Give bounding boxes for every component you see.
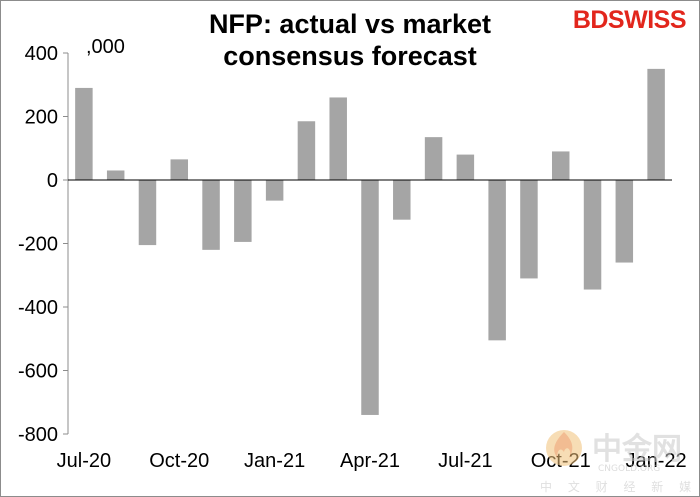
bar-sep-21 bbox=[520, 180, 538, 279]
flame-logo-icon bbox=[546, 430, 582, 466]
cngold-watermark: 中金网 CNGOLD.ORG 中 文 财 经 新 媒 体 bbox=[540, 420, 700, 494]
watermark-logo-text: 中金网 bbox=[592, 432, 682, 467]
bar-jul-21 bbox=[456, 154, 475, 180]
bar-feb-21 bbox=[297, 121, 316, 180]
bar-nov-21 bbox=[583, 180, 602, 290]
x-tick-label: Jan-21 bbox=[244, 450, 305, 472]
bar-aug-20 bbox=[106, 170, 125, 180]
bars bbox=[75, 68, 665, 415]
bar-oct-20 bbox=[170, 159, 189, 180]
bdswiss-logo: BDSWISS bbox=[572, 6, 687, 35]
x-tick-label: Jan-22 bbox=[626, 450, 687, 472]
bar-jul-20 bbox=[75, 87, 93, 180]
bar-dec-20 bbox=[234, 180, 252, 242]
watermark-sub-text: CNGOLD.ORG bbox=[598, 464, 661, 474]
y-tick-label: -200 bbox=[18, 234, 58, 256]
x-tick-label: Oct-20 bbox=[149, 450, 209, 472]
y-tick-label: 0 bbox=[47, 170, 58, 192]
watermark-caption: 中 文 财 经 新 媒 体 bbox=[540, 480, 700, 494]
brand-part-bd: BD bbox=[572, 6, 609, 34]
bar-apr-21 bbox=[361, 180, 379, 415]
x-tick-label: Jul-20 bbox=[57, 450, 111, 472]
bar-oct-21 bbox=[551, 151, 570, 180]
bar-nov-20 bbox=[202, 180, 220, 250]
y-tick-label: -600 bbox=[18, 361, 58, 383]
x-tick-label: Apr-21 bbox=[340, 450, 400, 472]
brand-part-swiss: SWISS bbox=[607, 6, 687, 34]
bar-sep-20 bbox=[138, 180, 157, 246]
y-tick-label: -400 bbox=[18, 297, 58, 319]
bar-dec-21 bbox=[615, 180, 634, 263]
y-tick-label: 400 bbox=[25, 43, 58, 65]
x-tick-label: Jul-21 bbox=[438, 450, 492, 472]
y-axis: -800 -600 -400 -200 0 200 400 bbox=[18, 43, 69, 446]
chart-title: NFP: actual vs market consensus forecast bbox=[208, 9, 492, 71]
unit-label: ,000 bbox=[86, 36, 125, 58]
bar-jun-21 bbox=[424, 137, 443, 180]
bar-mar-21 bbox=[329, 97, 347, 180]
bar-may-21 bbox=[393, 180, 411, 220]
bar-aug-21 bbox=[488, 180, 506, 341]
bar-jan-22 bbox=[647, 68, 665, 180]
y-tick-label: -800 bbox=[18, 424, 58, 446]
y-tick-label: 200 bbox=[25, 107, 58, 129]
bar-jan-21 bbox=[265, 180, 284, 201]
